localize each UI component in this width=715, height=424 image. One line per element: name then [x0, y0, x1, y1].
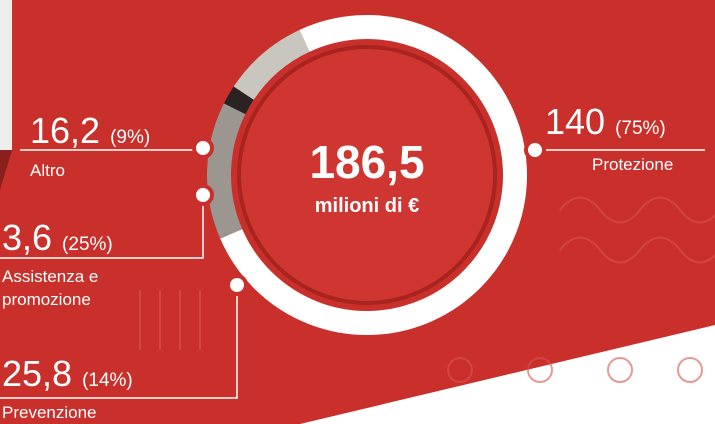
category-label: Altro [30, 161, 65, 180]
category-label: promozione [2, 290, 91, 309]
leader-line [0, 285, 238, 399]
share-label: (75%) [615, 118, 666, 139]
panel-fold [0, 150, 12, 190]
value-label: 25,8 [2, 353, 72, 394]
marker [524, 139, 546, 161]
donut-segment [207, 103, 246, 239]
share-label: (14%) [82, 370, 133, 391]
donut-segment [233, 29, 310, 101]
marker [192, 184, 214, 206]
center-value: 186,5 [309, 136, 424, 188]
share-label: (25%) [62, 234, 113, 255]
center-disc [237, 45, 497, 305]
value-label: 140 [545, 101, 605, 142]
background-icons [139, 196, 715, 383]
donut-segment [223, 86, 254, 115]
donut [207, 15, 527, 335]
marker [192, 137, 214, 159]
value-label: 16,2 [30, 110, 100, 151]
share-label: (9%) [110, 127, 150, 148]
category-label: Prevenzione [2, 403, 97, 422]
donut-segment [220, 15, 527, 335]
corner-shape [300, 325, 715, 424]
labels: 140 (75%) Protezione 25,8 (14%) Prevenzione 3,… [0, 101, 705, 422]
side-panel [0, 0, 12, 150]
category-label: Assistenza e [2, 267, 98, 286]
leader-line [0, 195, 204, 259]
value-label: 3,6 [2, 217, 52, 258]
center-label: milioni di € [315, 195, 419, 217]
category-label: Protezione [592, 155, 673, 174]
marker [226, 274, 248, 296]
